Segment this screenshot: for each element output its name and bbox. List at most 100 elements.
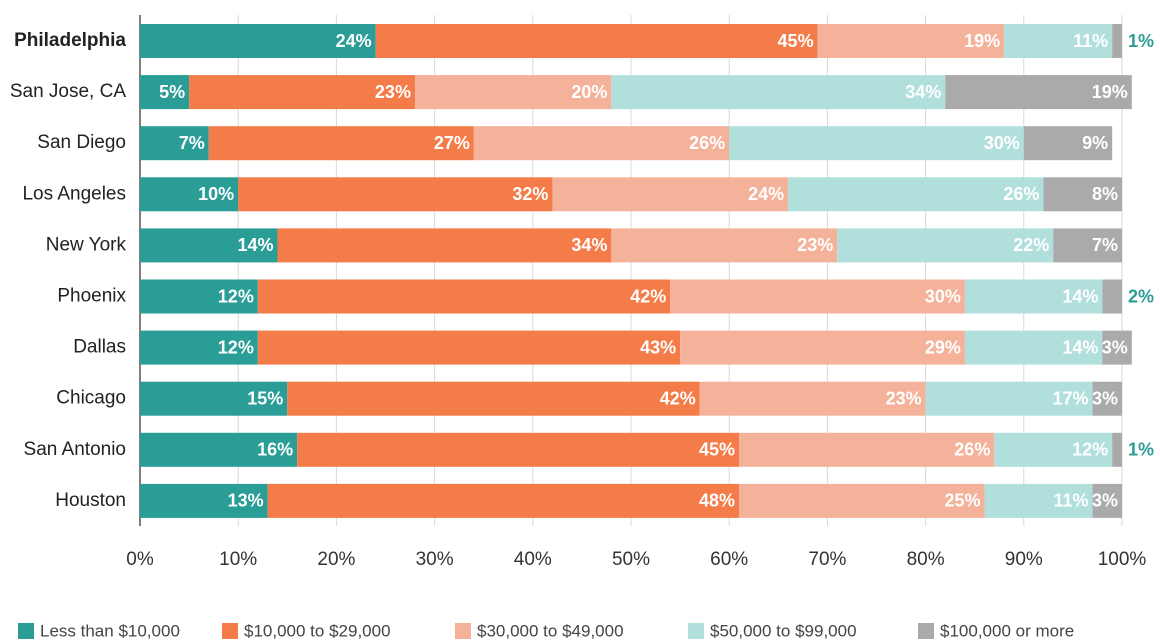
bar-segment	[473, 126, 730, 161]
value-label: 34%	[571, 235, 607, 255]
bar-segment	[140, 24, 376, 58]
value-label: 42%	[660, 388, 696, 408]
bar-segment	[140, 279, 258, 314]
y-tick-label: Dallas	[73, 337, 126, 358]
x-tick-label: 0%	[126, 549, 154, 570]
bar-segment	[680, 330, 965, 365]
bar-segment	[189, 75, 415, 110]
bar-segment	[552, 177, 789, 212]
x-tick-label: 80%	[907, 549, 945, 570]
value-label: 3%	[1092, 491, 1118, 511]
bar-segment	[140, 177, 239, 212]
value-label: 12%	[1072, 440, 1108, 460]
bar-segment	[1092, 483, 1122, 518]
legend-label: $30,000 to $49,000	[477, 621, 624, 640]
value-label: 13%	[228, 491, 264, 511]
value-label: 5%	[159, 82, 185, 102]
legend-swatch	[455, 623, 471, 639]
value-label: 20%	[571, 82, 607, 102]
x-tick-label: 30%	[416, 549, 454, 570]
value-label: 11%	[1053, 491, 1088, 511]
value-label: 3%	[1102, 337, 1128, 357]
bar-segment	[140, 75, 190, 110]
bar-segment	[277, 228, 612, 263]
value-label: 29%	[925, 337, 961, 357]
x-tick-label: 60%	[710, 549, 748, 570]
legend-label: $50,000 to $99,000	[710, 621, 857, 640]
value-label: 14%	[1062, 337, 1098, 357]
value-label: 26%	[1003, 184, 1039, 204]
value-label: 1%	[1128, 440, 1154, 460]
bar-segment	[1112, 24, 1122, 58]
value-label: 2%	[1128, 286, 1154, 306]
legend-swatch	[222, 623, 238, 639]
value-label: 12%	[218, 286, 254, 306]
bar-segment	[1102, 279, 1122, 314]
value-label: 24%	[336, 31, 372, 51]
value-label: 23%	[886, 388, 922, 408]
bar-segment	[140, 483, 268, 518]
legend-label: $10,000 to $29,000	[244, 621, 391, 640]
value-label: 8%	[1092, 184, 1118, 204]
bar-segment	[140, 381, 288, 416]
x-tick-label: 70%	[808, 549, 846, 570]
value-label: 14%	[1062, 286, 1098, 306]
bar-segment	[1112, 432, 1122, 467]
x-tick-label: 90%	[1005, 549, 1043, 570]
bar-segment	[964, 330, 1103, 365]
value-label: 24%	[748, 184, 784, 204]
bar-segment	[670, 279, 965, 314]
value-label: 27%	[434, 133, 470, 153]
bar-segment	[837, 228, 1054, 263]
bar-segment	[257, 279, 671, 314]
value-label: 1%	[1128, 31, 1154, 51]
bar-segment	[611, 75, 946, 110]
value-label: 7%	[179, 133, 205, 153]
bar-segment	[1053, 228, 1122, 263]
y-tick-label: San Antonio	[24, 439, 126, 460]
value-label: 23%	[797, 235, 833, 255]
value-label: 26%	[689, 133, 725, 153]
bar-segment	[611, 228, 838, 263]
bar-segment	[140, 228, 278, 263]
bar-segment	[925, 381, 1093, 416]
value-label: 17%	[1053, 388, 1089, 408]
y-tick-label: Chicago	[56, 388, 126, 409]
legend-label: Less than $10,000	[40, 621, 180, 640]
y-tick-label: New York	[46, 234, 127, 255]
bar-segment	[1043, 177, 1122, 212]
bar-segment	[1102, 330, 1132, 365]
value-label: 7%	[1092, 235, 1118, 255]
value-label: 15%	[247, 388, 283, 408]
value-label: 19%	[1092, 82, 1128, 102]
x-tick-label: 40%	[514, 549, 552, 570]
bar-segment	[1023, 126, 1113, 161]
y-tick-label: San Diego	[37, 132, 126, 153]
value-label: 3%	[1092, 388, 1118, 408]
bar-segment	[140, 330, 258, 365]
bar-segment	[699, 381, 926, 416]
value-label: 10%	[198, 184, 234, 204]
bar-segment	[140, 432, 298, 467]
bar-segment	[739, 483, 985, 518]
value-label: 48%	[699, 491, 735, 511]
value-label: 9%	[1082, 133, 1108, 153]
bar-segment	[208, 126, 474, 161]
x-tick-label: 20%	[317, 549, 355, 570]
value-label: 45%	[699, 440, 735, 460]
bar-segment	[964, 279, 1103, 314]
bar-segment	[257, 330, 681, 365]
value-label: 19%	[964, 31, 1000, 51]
value-label: 43%	[640, 337, 676, 357]
y-tick-label: Phoenix	[57, 286, 126, 307]
bar-segment	[817, 24, 1005, 58]
value-label: 14%	[237, 235, 273, 255]
bar-segment	[945, 75, 1132, 110]
legend-swatch	[918, 623, 934, 639]
y-tick-label: Philadelphia	[14, 30, 126, 51]
bar-segment	[788, 177, 1044, 212]
value-label: 11%	[1073, 31, 1108, 51]
legend-swatch	[688, 623, 704, 639]
value-label: 30%	[925, 286, 961, 306]
